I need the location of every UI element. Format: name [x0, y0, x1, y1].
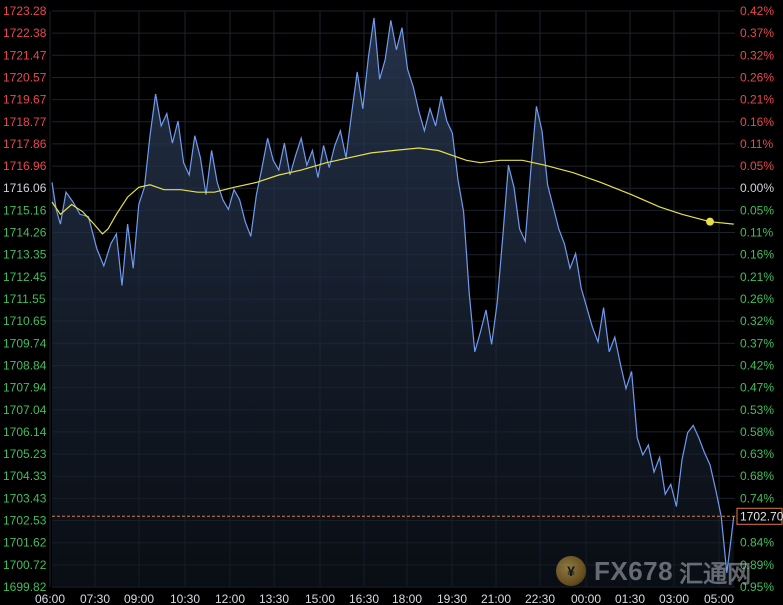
percent-tick-label: 0.32%	[740, 48, 774, 62]
time-tick-label: 01:30	[615, 592, 645, 605]
price-tick-label: 1702.53	[3, 514, 47, 528]
price-tick-label: 1713.35	[3, 248, 47, 262]
percent-tick-label: 0.42%	[740, 4, 774, 18]
percent-tick-label: 0.37%	[740, 336, 774, 350]
logo-suffix: 汇通网	[679, 559, 752, 588]
percent-tick-label: 0.68%	[740, 469, 774, 483]
price-tick-label: 1718.77	[3, 115, 47, 129]
percent-tick-label: 0.58%	[740, 425, 774, 439]
time-tick-label: 18:00	[392, 592, 422, 605]
percent-axis: 0.42% 0.37% 0.32% 0.26% 0.21% 0.16% 0.11% 0.05%…	[740, 4, 774, 594]
time-tick-label: 10:30	[170, 592, 200, 605]
price-tick-label: 1708.84	[3, 358, 47, 372]
time-tick-label: 13:30	[259, 592, 289, 605]
average-end-marker	[706, 217, 714, 226]
percent-tick-label: 0.37%	[740, 26, 774, 40]
price-tick-label: 1714.26	[3, 226, 47, 240]
percent-tick-label: 0.32%	[740, 314, 774, 328]
average-series-line	[51, 147, 734, 235]
price-tick-label: 1709.74	[3, 336, 47, 350]
price-tick-label: 1707.04	[3, 403, 47, 417]
percent-tick-label: 0.74%	[740, 491, 774, 505]
percent-tick-label: 0.84%	[740, 536, 774, 550]
time-tick-label: 00:00	[571, 592, 601, 605]
price-tick-label: 1723.28	[3, 4, 47, 18]
price-tick-label: 1706.14	[3, 425, 47, 439]
price-tick-label: 1720.57	[3, 70, 47, 84]
percent-tick-label: 0.42%	[740, 358, 774, 372]
price-series-line	[51, 17, 735, 573]
logo-icon: ¥	[556, 556, 586, 586]
price-tick-label: 1707.94	[3, 381, 47, 395]
price-tick-label: 1710.65	[3, 314, 47, 328]
price-tick-label: 1722.38	[3, 26, 47, 40]
time-tick-label: 19:30	[437, 592, 467, 605]
price-tick-label: 1716.06	[3, 181, 47, 195]
price-tick-label: 1705.23	[3, 447, 47, 461]
percent-tick-label: 0.16%	[740, 248, 774, 262]
time-tick-label: 22:30	[525, 592, 555, 605]
percent-tick-label: 0.21%	[740, 93, 774, 107]
time-tick-label: 09:00	[124, 592, 154, 605]
last-price-tag: 1702.70	[736, 507, 783, 525]
price-tick-label: 1703.43	[3, 491, 47, 505]
watermark-logo: ¥ FX678 汇通网	[556, 553, 776, 589]
time-tick-label: 15:00	[305, 592, 335, 605]
percent-tick-label: 0.11%	[740, 137, 773, 151]
price-tick-label: 1711.55	[3, 292, 46, 306]
percent-tick-label: 0.47%	[740, 381, 774, 395]
price-tick-label: 1712.45	[3, 270, 47, 284]
percent-tick-label: 0.26%	[740, 70, 774, 84]
price-tick-label: 1719.67	[3, 93, 47, 107]
price-tick-label: 1715.16	[3, 203, 47, 217]
price-tick-label: 1717.86	[3, 137, 47, 151]
last-price-label: 1702.70	[740, 509, 783, 523]
price-axis: 1723.28 1722.38 1721.47 1720.57 1719.67 1718.…	[3, 4, 47, 594]
price-tick-label: 1701.62	[3, 536, 47, 550]
time-tick-label: 16:30	[349, 592, 379, 605]
percent-tick-label: 0.89%	[740, 558, 774, 572]
time-tick-label: 21:00	[481, 592, 511, 605]
percent-tick-label: 0.00%	[740, 181, 774, 195]
price-tick-label: 1704.33	[3, 469, 47, 483]
price-tick-label: 1700.72	[3, 558, 47, 572]
time-tick-label: 07:30	[80, 592, 110, 605]
time-tick-label: 05:00	[704, 592, 734, 605]
time-tick-label: 12:00	[215, 592, 245, 605]
logo-brand: FX678	[594, 555, 674, 586]
time-tick-label: 03:00	[659, 592, 689, 605]
percent-tick-label: 0.05%	[740, 159, 774, 173]
percent-tick-label: 0.26%	[740, 292, 774, 306]
time-axis: 06:00 07:30 09:00 10:30 12:00 13:30 15:00 16:30…	[35, 592, 734, 605]
price-tick-label: 1699.82	[3, 580, 47, 594]
percent-tick-label: 0.05%	[740, 203, 774, 217]
time-tick-label: 06:00	[35, 592, 65, 605]
price-tick-label: 1716.96	[3, 159, 47, 173]
price-tick-label: 1721.47	[3, 48, 47, 62]
percent-tick-label: 0.53%	[740, 403, 774, 417]
percent-tick-label: 0.95%	[740, 580, 774, 594]
percent-tick-label: 0.63%	[740, 447, 774, 461]
price-area-fill	[52, 17, 734, 587]
percent-tick-label: 0.16%	[740, 115, 774, 129]
percent-tick-label: 0.21%	[740, 270, 774, 284]
last-price-tag-box	[736, 507, 783, 525]
percent-tick-label: 0.11%	[740, 226, 773, 240]
